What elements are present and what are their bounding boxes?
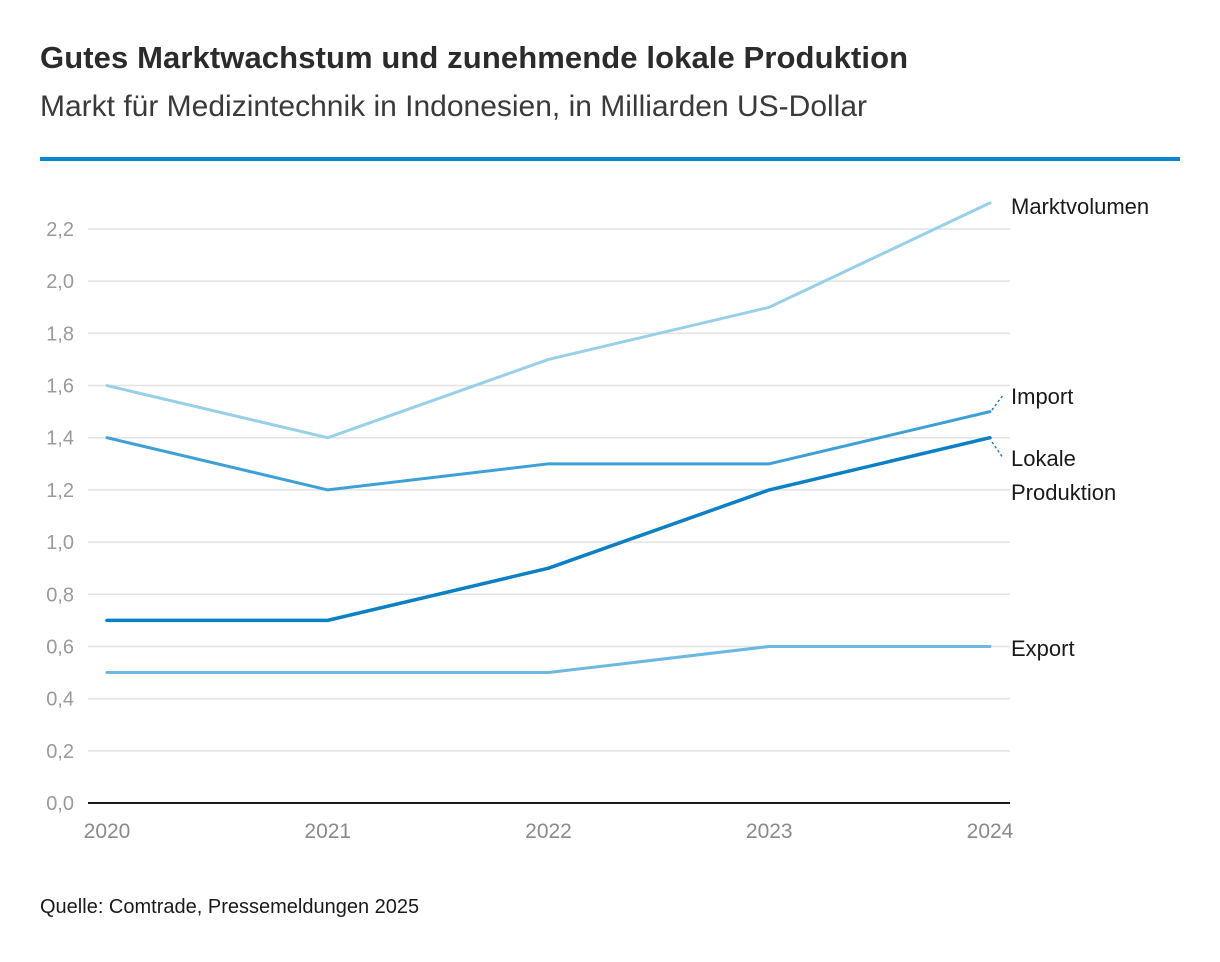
x-tick-label: 2021 — [304, 820, 351, 843]
y-tick-label: 0,6 — [46, 636, 74, 658]
y-tick-label: 0,4 — [46, 689, 74, 711]
x-tick-label: 2022 — [525, 820, 572, 843]
x-tick-label: 2020 — [84, 820, 131, 843]
title-divider — [40, 157, 1180, 161]
y-tick-label: 2,0 — [46, 271, 74, 293]
series-label-marktvolumen: Marktvolumen — [1011, 194, 1149, 219]
y-tick-label: 0,2 — [46, 741, 74, 763]
series-label-export: Export — [1011, 636, 1075, 661]
y-tick-label: 1,8 — [46, 323, 74, 345]
y-tick-label: 0,8 — [46, 584, 74, 606]
y-tick-label: 1,2 — [46, 480, 74, 502]
series-line-marktvolumen — [105, 201, 992, 440]
series-line-lokale-produktion — [105, 435, 992, 623]
source-note: Quelle: Comtrade, Pressemeldungen 2025 — [40, 896, 420, 918]
chart-title: Gutes Marktwachstum und zunehmende lokal… — [40, 40, 909, 75]
x-tick-label: 2024 — [967, 820, 1014, 843]
y-tick-label: 2,2 — [46, 219, 74, 241]
y-tick-label: 1,6 — [46, 376, 74, 398]
series-label-lokale-produktion: Produktion — [1011, 480, 1116, 505]
series-label-import: Import — [1011, 384, 1073, 409]
series-line-export — [105, 644, 992, 675]
y-tick-label: 0,0 — [46, 793, 74, 815]
series-label-lokale-produktion: Lokale — [1011, 446, 1076, 471]
y-tick-label: 1,4 — [46, 428, 74, 450]
leader-line-import — [991, 394, 1004, 411]
series-line-import — [105, 410, 992, 492]
x-tick-label: 2023 — [746, 820, 793, 843]
y-tick-label: 1,0 — [46, 532, 74, 554]
chart-subtitle: Markt für Medizintechnik in Indonesien, … — [40, 90, 868, 123]
leader-line-lokale-produktion — [991, 441, 1004, 459]
